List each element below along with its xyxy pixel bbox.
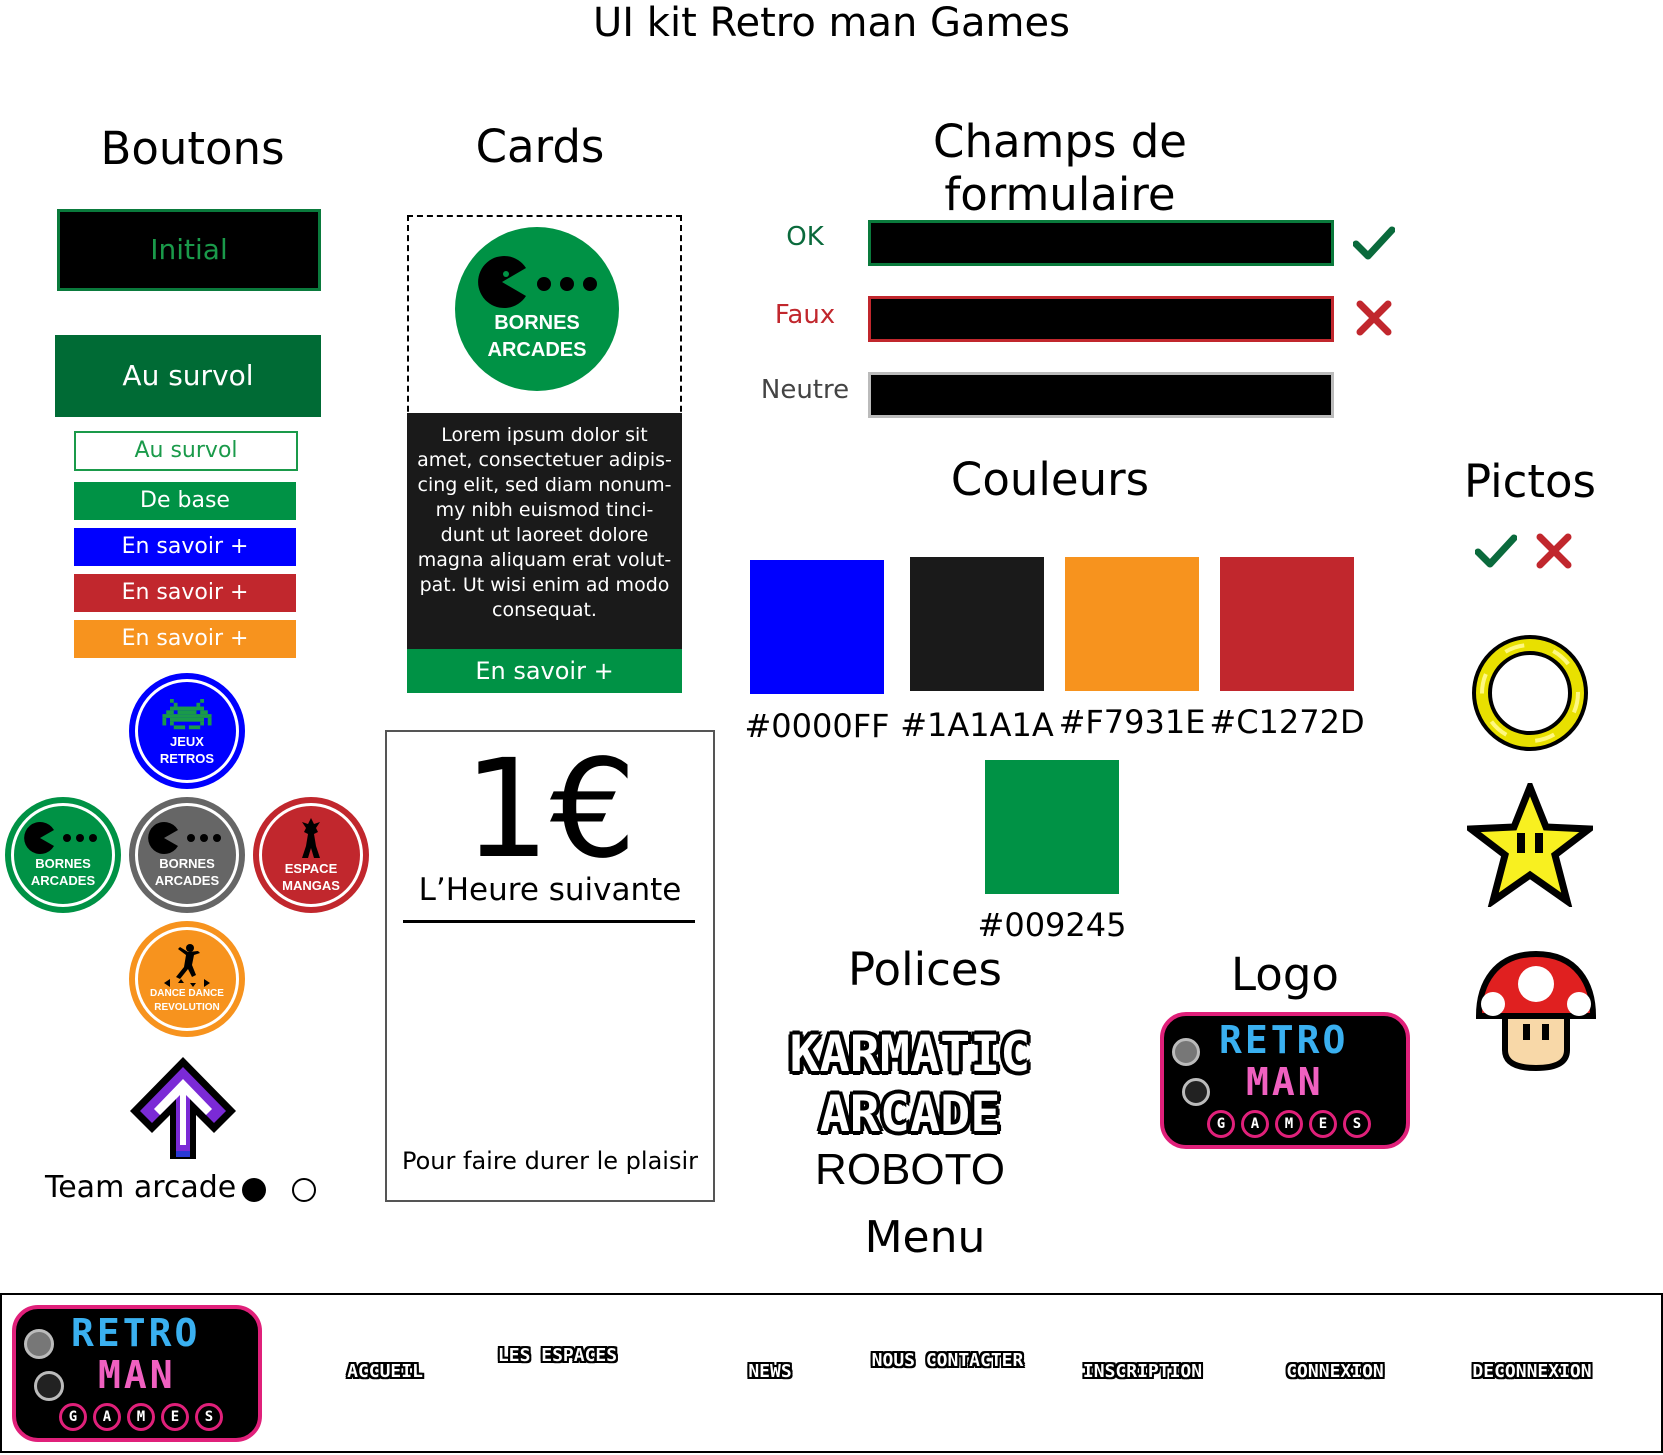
card-badge: BORNES ARCADES — [455, 227, 619, 391]
nav-item-connexion[interactable]: CONNEXION — [1286, 1361, 1384, 1382]
badge-bornes-arcades-green[interactable]: BORNES ARCADES — [5, 797, 121, 913]
heading-pictos: Pictos — [1463, 455, 1596, 508]
badge-bornes-arcades-grey[interactable]: BORNES ARCADES — [129, 797, 245, 913]
joystick-knob-icon — [1172, 1038, 1200, 1066]
pacman-icon — [478, 256, 597, 308]
logo-retro-text: RETRO — [1219, 1018, 1349, 1062]
color-swatch-black — [910, 557, 1044, 691]
nav-bar — [0, 1293, 1663, 1453]
heading-colors: Couleurs — [950, 453, 1150, 506]
base-button[interactable]: De base — [74, 482, 296, 520]
initial-button[interactable]: Initial — [57, 209, 321, 291]
color-label-green: #009245 — [977, 906, 1127, 944]
card-more-button[interactable]: En savoir + — [407, 649, 682, 693]
carousel-dot-inactive[interactable] — [292, 1178, 316, 1202]
page-title: UI kit Retro man Games — [593, 0, 1070, 46]
color-label-red: #C1272D — [1209, 703, 1365, 741]
price-card — [385, 730, 715, 1202]
price-divider — [403, 920, 695, 923]
star-icon — [1467, 783, 1593, 907]
logo-retro-text: RETRO — [71, 1311, 201, 1355]
badge-jeux-retros[interactable]: JEUX RETROS — [129, 673, 245, 789]
logo-man-text: MAN — [1246, 1060, 1324, 1104]
color-label-black: #1A1A1A — [900, 706, 1054, 744]
check-icon — [1353, 226, 1395, 260]
font-sample-roboto: ROBOTO — [815, 1145, 1005, 1194]
nav-item-accueil[interactable]: ACCUEIL — [347, 1361, 423, 1382]
font-sample-karmatic-2: ARCADE — [819, 1085, 1001, 1143]
font-sample-menu: Menu — [864, 1212, 986, 1263]
heading-form-fields: Champs de formulaire — [933, 115, 1187, 221]
field-label-neutral: Neutre — [760, 375, 850, 405]
more-button-orange[interactable]: En savoir + — [74, 620, 296, 658]
font-sample-karmatic-1: KARMATIC — [789, 1025, 1031, 1083]
logo-man-text: MAN — [98, 1353, 176, 1397]
joystick-knob-icon — [24, 1329, 54, 1359]
color-label-orange: #F7931E — [1058, 703, 1206, 741]
nav-item-news[interactable]: NEWS — [748, 1361, 792, 1382]
ring-icon — [1472, 635, 1588, 751]
heading-logo: Logo — [1231, 948, 1339, 1001]
badge-espace-mangas[interactable]: ESPACE MANGAS — [253, 797, 369, 913]
joystick-knob-icon — [1182, 1078, 1210, 1106]
nav-item-inscription[interactable]: INSCRIPTION — [1082, 1361, 1203, 1382]
color-swatch-orange — [1065, 557, 1199, 691]
card-badge-line2: ARCADES — [487, 339, 587, 361]
price-footer: Pour faire durer le plaisir — [402, 1147, 698, 1175]
cross-icon — [1536, 533, 1572, 569]
color-swatch-green — [985, 760, 1119, 894]
check-icon — [1475, 534, 1517, 568]
price-value: 1€ — [463, 731, 637, 889]
heading-fonts: Polices — [848, 943, 1002, 996]
nav-item-les-espaces[interactable]: LES ESPACES — [497, 1345, 618, 1366]
nav-item-nous-contacter[interactable]: NOUS CONTACTER — [871, 1350, 1024, 1371]
field-ok[interactable] — [868, 220, 1334, 266]
more-button-red[interactable]: En savoir + — [74, 574, 296, 612]
hover-button-outline[interactable]: Au survol — [74, 431, 298, 471]
heading-cards: Cards — [475, 120, 605, 173]
team-arcade-label: Team arcade — [45, 1170, 237, 1205]
card-body-text: Lorem ipsum dolor sit amet, consectetuer… — [407, 413, 682, 649]
nav-item-deconnexion[interactable]: DECONNEXION — [1472, 1361, 1592, 1382]
more-button-blue[interactable]: En savoir + — [74, 528, 296, 566]
hover-button-dark[interactable]: Au survol — [55, 335, 321, 417]
field-label-false: Faux — [774, 300, 836, 330]
arrow-up-icon — [130, 1057, 236, 1159]
heading-buttons: Boutons — [100, 122, 285, 175]
cross-icon — [1356, 300, 1392, 336]
carousel-dot-active[interactable] — [242, 1178, 266, 1202]
field-neutral[interactable] — [868, 372, 1334, 418]
color-swatch-red — [1220, 557, 1354, 691]
field-label-ok: OK — [786, 222, 824, 252]
price-subtitle: L’Heure suivante — [418, 872, 682, 908]
field-false[interactable] — [868, 296, 1334, 342]
color-swatch-blue — [750, 560, 884, 694]
color-label-blue: #0000FF — [744, 707, 890, 745]
badge-dance-revolution[interactable]: DANCE DANCE REVOLUTION — [129, 921, 245, 1037]
card-badge-line1: BORNES — [494, 312, 580, 334]
mushroom-icon — [1475, 950, 1597, 1072]
joystick-knob-icon — [34, 1371, 64, 1401]
